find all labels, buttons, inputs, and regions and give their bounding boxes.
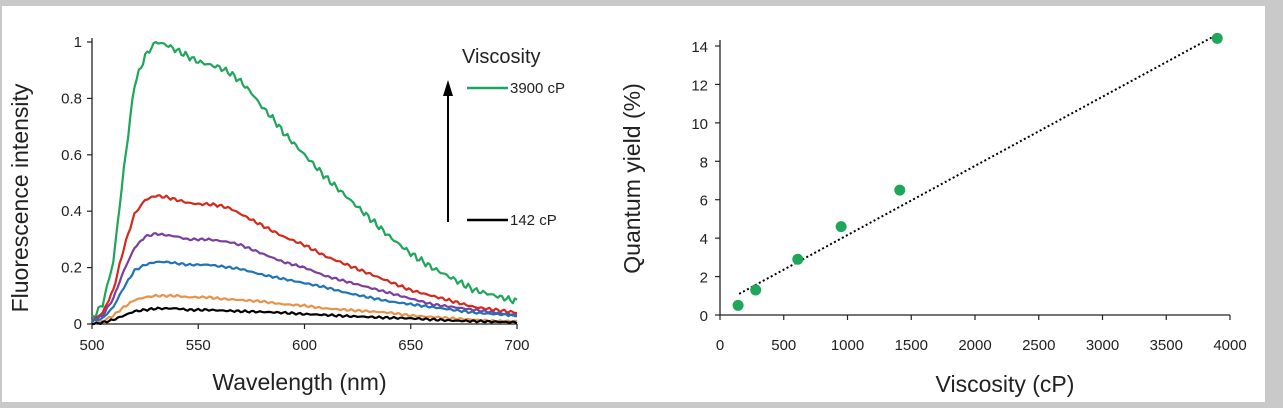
c1-series-line-series-red [91, 194, 518, 323]
c1-legend-arrow-head [443, 80, 453, 96]
c2-y-tick-label: 0 [700, 308, 708, 325]
c2-data-point [792, 253, 804, 265]
c2-y-axis-title: Quantum yield (%) [619, 83, 645, 273]
c1-series-line-series-blue [91, 260, 518, 323]
c1-y-axis-title: Fluorescence intensity [7, 83, 33, 312]
c2-x-tick-label: 2500 [1022, 337, 1055, 354]
c2-x-tick-label: 1500 [895, 337, 928, 354]
c1-legend-label-1: 142 cP [510, 212, 557, 229]
c1-y-tick-label: 0.6 [61, 147, 82, 164]
c2-data-point [732, 299, 744, 311]
figure: 0 0.2 0.4 0.6 0.8 1 500 550 600 650 700 Wavelength … [2, 6, 1265, 402]
c2-y-tick-label: 6 [700, 193, 708, 210]
c1-y-tick-label: 0.4 [61, 203, 82, 220]
c2-data-point [894, 184, 906, 196]
c1-y-tick-label: 0 [74, 316, 82, 333]
c2-trendline [738, 33, 1218, 295]
c1-x-tick-label: 700 [504, 337, 529, 354]
c2-y-tick-label: 14 [691, 39, 708, 56]
c1-series-line-series-orange [91, 293, 518, 325]
c1-legend-title: Viscosity [462, 46, 541, 68]
c2-x-tick-label: 2000 [958, 337, 991, 354]
c2-x-tick-label: 0 [716, 337, 724, 354]
c1-x-axis-title: Wavelength (nm) [212, 369, 386, 395]
c1-legend-label-0: 3900 cP [510, 80, 565, 97]
c2-x-tick-label: 500 [771, 337, 796, 354]
c1-y-tick-label: 1 [74, 34, 82, 51]
c2-y-tick-label: 4 [700, 231, 708, 248]
c2-data-point [835, 221, 847, 233]
c1-x-tick-label: 650 [398, 337, 423, 354]
c2-y-tick-label: 2 [700, 270, 708, 287]
c1-y-tick-label: 0.2 [61, 260, 82, 277]
c2-x-tick-label: 1000 [831, 337, 864, 354]
c1-series-line-series-purple [91, 232, 518, 322]
c1-series-line-3900-cp [91, 40, 518, 319]
c2-y-tick-label: 10 [691, 116, 708, 133]
fluorescence-chart: 0 0.2 0.4 0.6 0.8 1 500 550 600 650 700 Wavelength … [7, 34, 565, 395]
c1-x-tick-label: 600 [292, 337, 317, 354]
c2-data-point [750, 284, 762, 296]
c2-x-axis-title: Viscosity (cP) [936, 371, 1075, 397]
c2-x-tick-label: 4000 [1213, 337, 1246, 354]
c1-series-line-142-cp [92, 306, 518, 326]
c2-x-tick-label: 3000 [1086, 337, 1119, 354]
c2-y-tick-label: 12 [691, 77, 708, 94]
c2-x-tick-label: 3500 [1150, 337, 1183, 354]
c1-x-tick-label: 500 [79, 337, 104, 354]
c2-data-point [1211, 32, 1223, 44]
c1-x-tick-label: 550 [186, 337, 211, 354]
c1-y-tick-label: 0.8 [61, 90, 82, 107]
c2-y-tick-label: 8 [700, 154, 708, 171]
quantum-yield-chart: 0 2 4 6 8 10 12 14 0 500 1000 1500 2000 2500 3000 3500 4… [619, 32, 1247, 397]
